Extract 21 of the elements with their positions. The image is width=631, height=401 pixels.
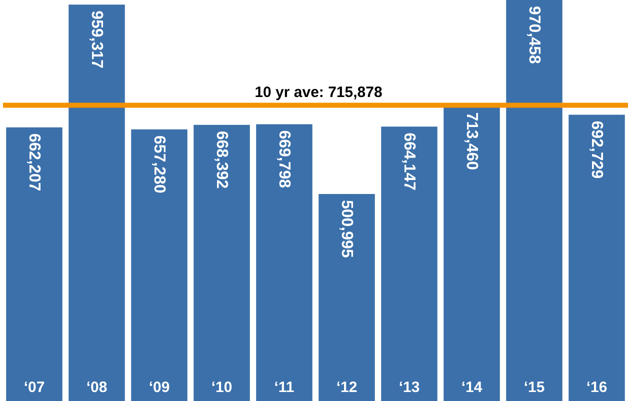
x-tick-label: ‘10 bbox=[211, 379, 232, 396]
x-tick-label: ‘11 bbox=[274, 379, 294, 396]
x-tick-label: ‘07 bbox=[24, 379, 45, 396]
x-tick-label: ‘13 bbox=[398, 379, 420, 396]
data-label: 662,207 bbox=[25, 133, 42, 192]
data-label: 713,460 bbox=[462, 112, 480, 170]
data-label: 959,317 bbox=[88, 10, 105, 69]
x-tick-label: ‘16 bbox=[586, 379, 608, 396]
x-tick-label: ‘12 bbox=[336, 379, 358, 396]
ref-line-label: 10 yr ave: 715,878 bbox=[254, 84, 382, 102]
x-tick-label: ‘14 bbox=[461, 379, 483, 396]
x-tick-label: ‘09 bbox=[148, 379, 170, 396]
data-label: 668,392 bbox=[212, 130, 230, 189]
data-label: 657,280 bbox=[150, 135, 168, 194]
data-label: 669,798 bbox=[275, 130, 292, 188]
x-tick-label: ‘08 bbox=[86, 379, 108, 396]
data-label: 664,147 bbox=[400, 132, 418, 191]
x-tick-label: ‘15 bbox=[524, 379, 545, 396]
data-label: 970,458 bbox=[525, 6, 542, 64]
data-label: 500,995 bbox=[338, 200, 355, 258]
data-label: 692,729 bbox=[588, 120, 605, 179]
